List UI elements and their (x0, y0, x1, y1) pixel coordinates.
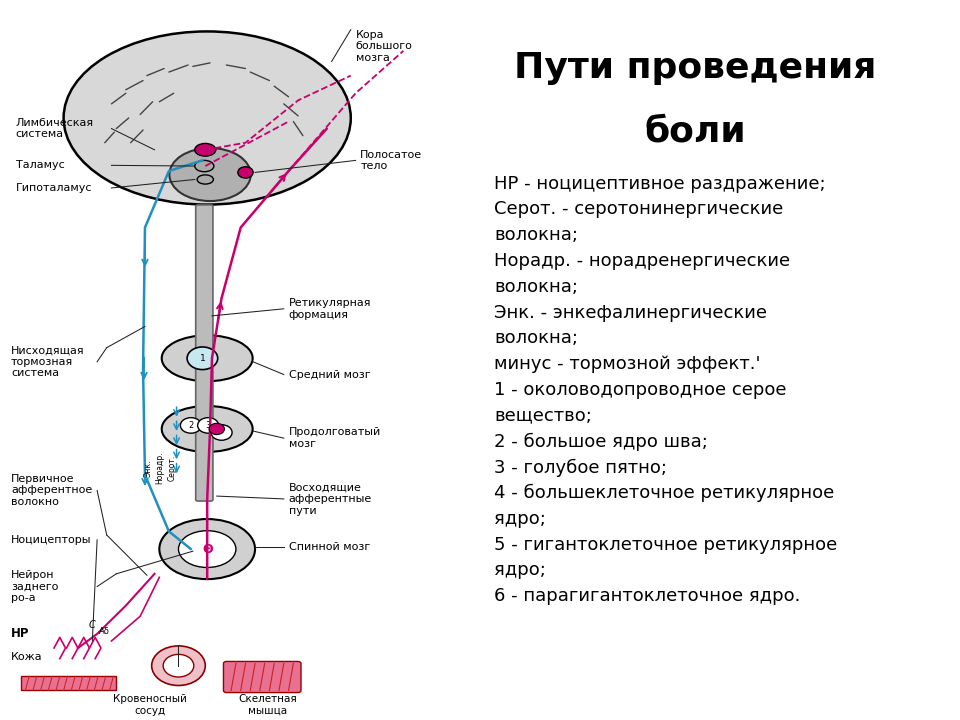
Text: 3 - голубое пятно;: 3 - голубое пятно; (494, 458, 667, 477)
Text: ядро;: ядро; (494, 510, 546, 528)
Text: Ретикулярная
формация: Ретикулярная формация (289, 298, 372, 320)
Text: Нейрон
заднего
ро-а: Нейрон заднего ро-а (11, 570, 59, 603)
Circle shape (198, 418, 219, 433)
Text: боли: боли (644, 114, 746, 148)
Text: ядро;: ядро; (494, 562, 546, 580)
Ellipse shape (161, 406, 252, 452)
Text: Aδ: Aδ (99, 627, 110, 636)
Text: Ноцицепторы: Ноцицепторы (11, 535, 91, 545)
Ellipse shape (179, 531, 236, 567)
Text: 2 - большое ядро шва;: 2 - большое ядро шва; (494, 433, 708, 451)
Ellipse shape (159, 519, 255, 579)
Text: 3: 3 (205, 421, 211, 430)
Text: Кровеносный
сосуд: Кровеносный сосуд (113, 694, 186, 716)
Text: минус - тормозной эффект.': минус - тормозной эффект.' (494, 355, 761, 373)
Ellipse shape (197, 175, 213, 184)
Text: Θ: Θ (202, 543, 212, 556)
Text: Полосатое
тело: Полосатое тело (360, 150, 422, 171)
FancyBboxPatch shape (20, 676, 116, 690)
Circle shape (211, 425, 232, 440)
Text: Нисходящая
тормозная
система: Нисходящая тормозная система (11, 345, 84, 379)
Ellipse shape (161, 336, 252, 382)
Text: Продолговатый
мозг: Продолговатый мозг (289, 428, 381, 449)
Text: Кожа: Кожа (11, 652, 42, 662)
Circle shape (163, 654, 194, 677)
Text: Кора
большого
мозга: Кора большого мозга (355, 30, 413, 63)
Ellipse shape (63, 32, 350, 204)
Text: 1: 1 (200, 354, 205, 363)
Ellipse shape (195, 143, 216, 156)
Text: 1 - околоводопроводное серое: 1 - околоводопроводное серое (494, 381, 787, 399)
Text: 5 - гигантоклеточное ретикулярное: 5 - гигантоклеточное ретикулярное (494, 536, 838, 554)
Circle shape (180, 418, 202, 433)
Text: Норадр.: Норадр. (155, 451, 164, 484)
Text: Норадр. - норадренергические: Норадр. - норадренергические (494, 252, 790, 270)
Text: Пути проведения: Пути проведения (515, 51, 876, 85)
Text: Скелетная
мышца: Скелетная мышца (238, 694, 297, 716)
Text: Таламус: Таламус (15, 161, 64, 171)
Text: волокна;: волокна; (494, 226, 578, 244)
Text: Средний мозг: Средний мозг (289, 369, 371, 379)
Circle shape (152, 646, 205, 685)
Text: НР: НР (11, 627, 30, 640)
Circle shape (187, 347, 218, 369)
Text: Серот. - серотонинергические: Серот. - серотонинергические (494, 200, 783, 218)
Text: вещество;: вещество; (494, 407, 592, 425)
Text: 2: 2 (188, 421, 194, 430)
Text: Первичное
аффeрентное
волокно: Первичное аффeрентное волокно (11, 474, 92, 507)
Text: Энк.: Энк. (143, 459, 153, 477)
FancyBboxPatch shape (196, 205, 213, 501)
FancyBboxPatch shape (224, 662, 301, 693)
Text: 4 - большеклеточное ретикулярное: 4 - большеклеточное ретикулярное (494, 484, 834, 503)
Circle shape (209, 423, 225, 435)
Text: Энк. - энкефалинергические: Энк. - энкефалинергические (494, 304, 767, 322)
Text: волокна;: волокна; (494, 329, 578, 347)
Text: Серот.: Серот. (167, 455, 177, 481)
Text: Восходящие
аффeрентные
пути: Восходящие аффeрентные пути (289, 482, 372, 516)
Text: Спинной мозг: Спинной мозг (289, 542, 370, 552)
Circle shape (238, 167, 253, 178)
Text: НР - ноцицептивное раздражение;: НР - ноцицептивное раздражение; (494, 174, 826, 192)
Ellipse shape (195, 161, 214, 171)
Text: Лимбическая
система: Лимбическая система (15, 118, 94, 140)
Text: 6 - парагигантоклеточное ядро.: 6 - парагигантоклеточное ядро. (494, 588, 801, 606)
Ellipse shape (169, 148, 251, 201)
Text: C: C (89, 620, 96, 630)
Text: Гипоталамус: Гипоталамус (15, 183, 92, 193)
Text: волокна;: волокна; (494, 278, 578, 296)
